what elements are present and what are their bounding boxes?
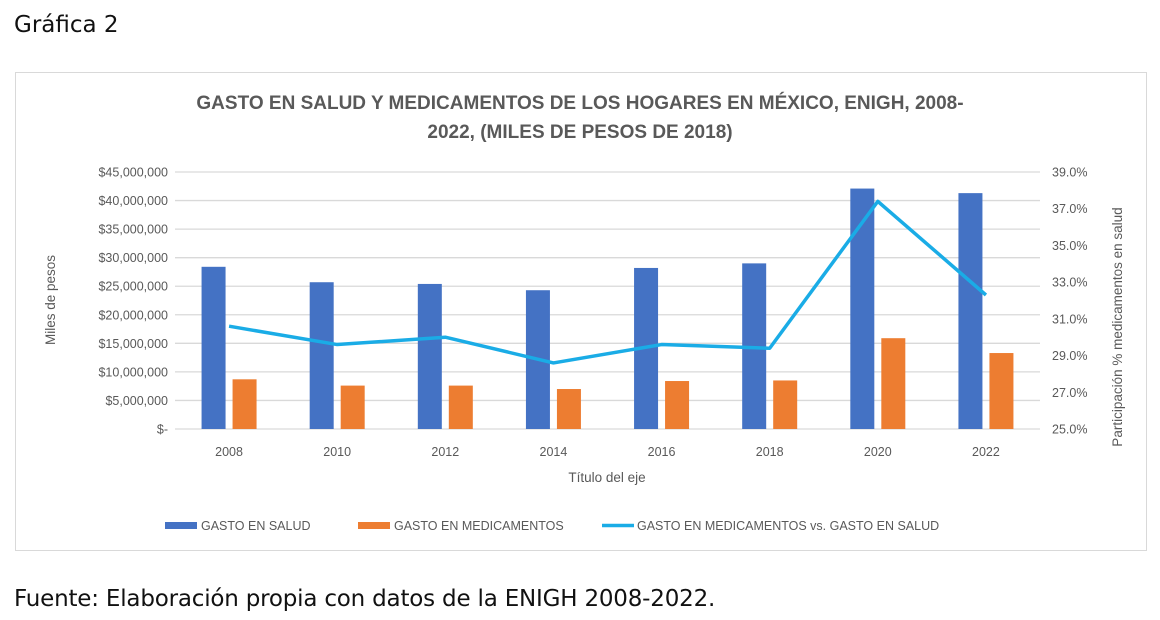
x-axis-title: Título del eje xyxy=(568,470,645,485)
y-axis-right-title: Participación % medicamentos en salud xyxy=(1110,207,1125,446)
bar-gasto-medicamentos xyxy=(556,389,581,429)
bar-gasto-medicamentos xyxy=(448,385,473,429)
bar-gasto-medicamentos xyxy=(665,381,690,429)
y2-tick-label: 25.0% xyxy=(1052,423,1087,437)
y-tick-label: $5,000,000 xyxy=(105,394,168,408)
ratio-line-series xyxy=(228,199,988,365)
y-tick-label: $35,000,000 xyxy=(98,223,168,237)
y-axis-left-title: Miles de pesos xyxy=(43,255,58,345)
y2-tick-label: 27.0% xyxy=(1052,386,1087,400)
bar-gasto-medicamentos xyxy=(340,385,365,429)
x-tick-label: 2012 xyxy=(431,445,459,459)
y-axis-right-ticks: 25.0% 27.0% 29.0% 31.0% 33.0% 35.0% 37.0% 39.0% xyxy=(1052,166,1087,437)
y2-tick-label: 29.0% xyxy=(1052,349,1087,363)
y-tick-label: $15,000,000 xyxy=(98,337,168,351)
bar-gasto-medicamentos xyxy=(989,353,1014,429)
y2-tick-label: 39.0% xyxy=(1052,166,1087,180)
y2-tick-label: 33.0% xyxy=(1052,276,1087,290)
figure-label: Gráfica 2 xyxy=(14,12,119,38)
legend-label-ratio: GASTO EN MEDICAMENTOS vs. GASTO EN SALUD xyxy=(637,519,939,533)
x-tick-label: 2022 xyxy=(972,445,1000,459)
bar-gasto-medicamentos xyxy=(773,380,798,429)
x-tick-label: 2016 xyxy=(648,445,676,459)
y-tick-label: $10,000,000 xyxy=(98,365,168,379)
ratio-line xyxy=(228,199,988,365)
gridlines xyxy=(175,171,1040,430)
y-tick-label: $20,000,000 xyxy=(98,308,168,322)
x-axis-ticks: 2008 2010 2012 2014 2016 2018 2020 2022 xyxy=(215,445,1000,459)
y-tick-label: $30,000,000 xyxy=(98,251,168,265)
bar-gasto-medicamentos xyxy=(881,338,906,429)
chart-title-line-1: GASTO EN SALUD Y MEDICAMENTOS DE LOS HOG… xyxy=(196,92,963,114)
x-tick-label: 2020 xyxy=(864,445,892,459)
legend: GASTO EN SALUD GASTO EN MEDICAMENTOS GAS… xyxy=(165,519,939,533)
x-tick-label: 2018 xyxy=(756,445,784,459)
figure-source: Fuente: Elaboración propia con datos de … xyxy=(14,586,716,612)
bar-gasto-salud xyxy=(309,282,334,429)
legend-swatch-salud xyxy=(165,522,197,529)
y2-tick-label: 31.0% xyxy=(1052,312,1087,326)
y2-tick-label: 35.0% xyxy=(1052,239,1087,253)
chart-title: GASTO EN SALUD Y MEDICAMENTOS DE LOS HOG… xyxy=(196,92,963,143)
chart-title-line-2: 2022, (MILES DE PESOS DE 2018) xyxy=(427,122,732,143)
x-tick-label: 2014 xyxy=(540,445,568,459)
legend-label-salud: GASTO EN SALUD xyxy=(201,519,311,533)
y2-tick-label: 37.0% xyxy=(1052,202,1087,216)
bar-gasto-salud xyxy=(201,266,226,429)
y-axis-left-ticks: $- $5,000,000 $10,000,000 $15,000,000 $20,00… xyxy=(98,166,168,437)
bar-gasto-medicamentos xyxy=(232,379,257,429)
x-tick-label: 2008 xyxy=(215,445,243,459)
x-tick-label: 2010 xyxy=(323,445,351,459)
y-tick-label: $40,000,000 xyxy=(98,194,168,208)
bar-gasto-salud xyxy=(958,193,983,429)
bar-gasto-salud xyxy=(850,188,875,429)
y-tick-label: $- xyxy=(157,423,168,437)
bar-gasto-salud xyxy=(417,283,442,429)
y-tick-label: $45,000,000 xyxy=(98,166,168,180)
y-tick-label: $25,000,000 xyxy=(98,280,168,294)
bars xyxy=(201,188,1014,429)
legend-swatch-medicamentos xyxy=(358,522,390,529)
legend-label-medicamentos: GASTO EN MEDICAMENTOS xyxy=(394,519,564,533)
